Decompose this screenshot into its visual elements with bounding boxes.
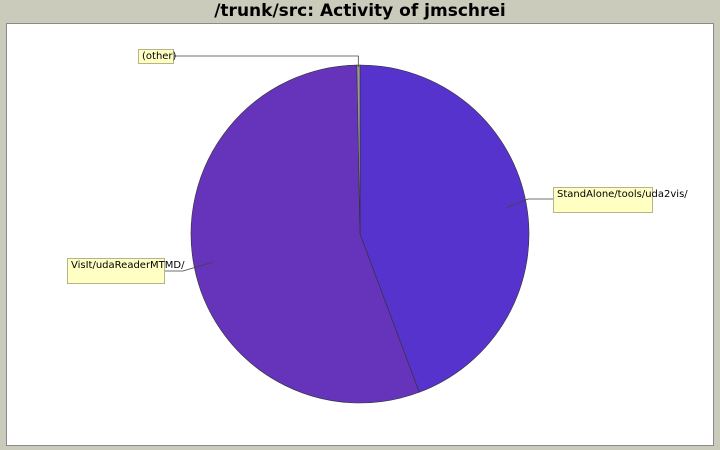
leader-line-slice-other xyxy=(174,55,359,67)
slice-label-standalone: StandAlone/tools/uda2vis/ xyxy=(553,187,688,213)
slice-standalone xyxy=(359,64,530,393)
slice-visit xyxy=(190,64,420,404)
leader-line-slice-standalone xyxy=(506,198,553,208)
leader-line-slice-visit xyxy=(165,261,214,272)
chart-title: /trunk/src: Activity of jmschrei xyxy=(214,1,506,21)
slice-label-other: (other) xyxy=(138,49,176,64)
slice-label-visit: VisIt/udaReaderMTMD/ xyxy=(67,258,185,284)
